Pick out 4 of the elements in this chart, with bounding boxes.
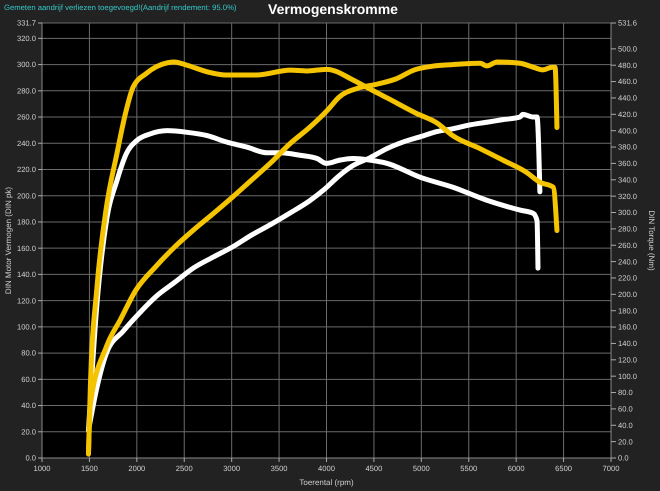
chart-title: Vermogenskromme: [268, 1, 398, 17]
y-axis-title: DIN Motor Vermogen (DIN pk): [4, 186, 13, 294]
y2-axis-title: DIN Torque (Nm): [647, 210, 656, 271]
x-axis-title: Toerental (rpm): [299, 478, 354, 487]
